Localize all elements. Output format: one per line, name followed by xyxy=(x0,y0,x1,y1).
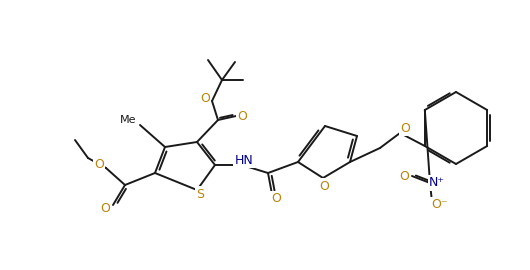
Text: S: S xyxy=(196,187,204,201)
Text: O: O xyxy=(271,193,281,205)
Text: O: O xyxy=(100,202,110,215)
Text: O: O xyxy=(200,93,210,106)
Text: O: O xyxy=(400,122,410,134)
Text: O: O xyxy=(319,180,329,193)
Text: HN: HN xyxy=(235,154,253,167)
Text: O⁻: O⁻ xyxy=(431,198,447,211)
Text: N⁺: N⁺ xyxy=(429,177,445,190)
Text: O: O xyxy=(94,158,104,171)
Text: O: O xyxy=(399,170,409,183)
Text: O: O xyxy=(237,110,247,123)
Text: Me: Me xyxy=(120,115,136,125)
